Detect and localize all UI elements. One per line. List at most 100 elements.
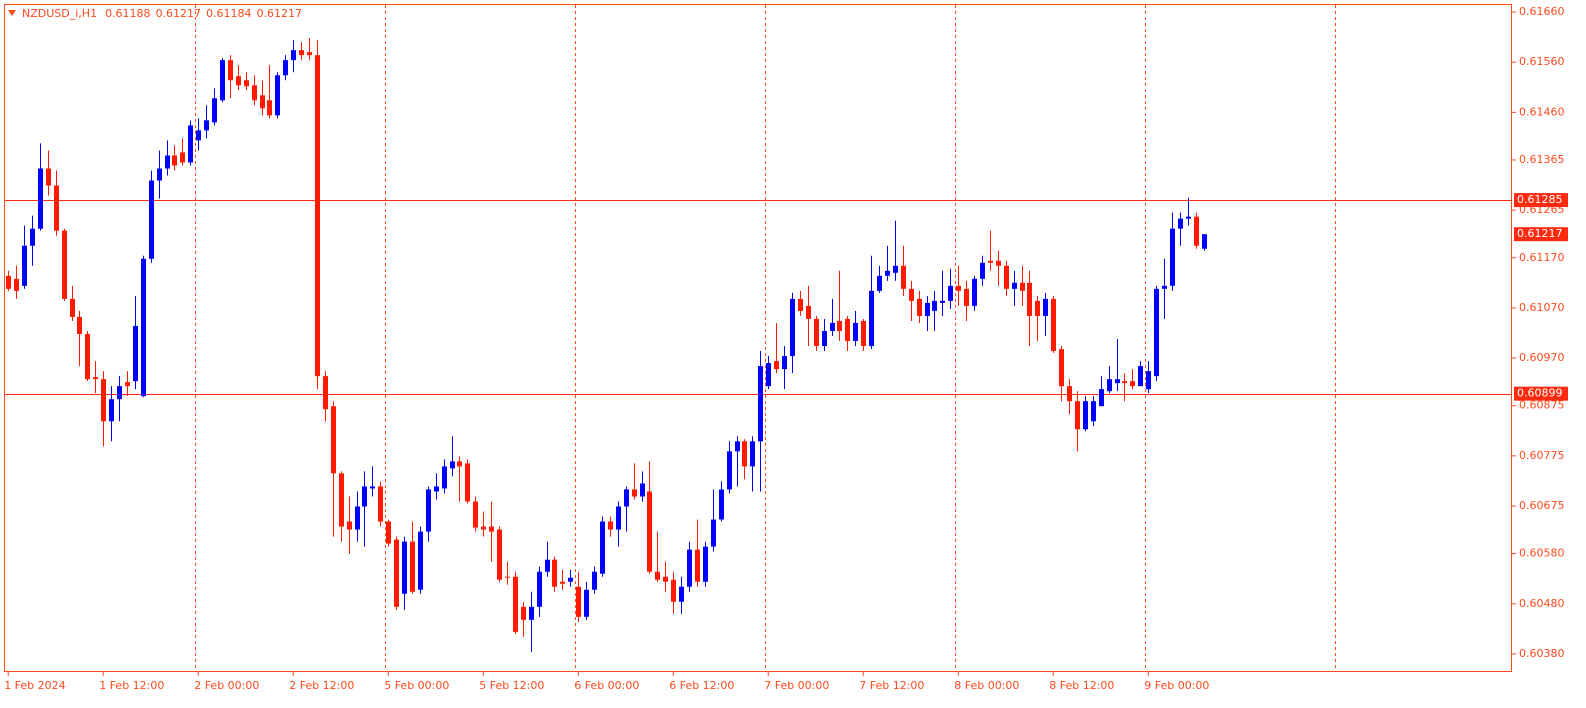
level-label: 0.60899 [1517, 387, 1563, 400]
candle-body [331, 406, 336, 474]
candle-body [758, 366, 763, 442]
candle-body [481, 526, 486, 530]
candle-body [711, 519, 716, 547]
candle-body [93, 377, 98, 380]
candle-body [1099, 389, 1104, 407]
header-high: 0.61217 [156, 7, 202, 20]
candle-body [932, 300, 937, 311]
x-tick-label: 7 Feb 00:00 [764, 679, 829, 692]
candle-body [798, 298, 803, 311]
candle-body [996, 260, 1001, 266]
candle-body [46, 168, 51, 186]
candle-body [742, 441, 747, 467]
y-tick-label: 0.60875 [1519, 399, 1565, 412]
candle-body [54, 185, 59, 231]
price-label-box [1514, 227, 1568, 242]
x-tick-label: 2 Feb 00:00 [194, 679, 259, 692]
candle-body [925, 302, 930, 316]
candle-body [972, 278, 977, 306]
candle-body [1154, 288, 1159, 377]
candle-body [394, 539, 399, 607]
candle-body [1194, 216, 1199, 246]
price-label: 0.61217 [1517, 227, 1563, 240]
candle-body [1091, 401, 1096, 422]
y-tick-label: 0.61560 [1519, 55, 1565, 68]
candle-body [275, 75, 280, 116]
candle-body [14, 278, 19, 291]
candle-body [1115, 379, 1120, 384]
candle-body [917, 298, 922, 316]
candle-body [869, 290, 874, 347]
candle-body [497, 529, 502, 580]
candle-body [299, 50, 304, 56]
level-label-box [1514, 386, 1568, 401]
candle-body [418, 531, 423, 590]
candle-body [228, 60, 233, 81]
candle-body [133, 325, 138, 382]
candle-body [988, 260, 993, 263]
candle-body [473, 501, 478, 528]
candle-body [1083, 401, 1088, 430]
candle-body [616, 506, 621, 530]
candle-body [70, 298, 75, 317]
candle-body [165, 155, 170, 169]
x-tick-label: 1 Feb 12:00 [99, 679, 164, 692]
candle-body [315, 55, 320, 377]
candle-body [837, 320, 842, 331]
candle-body [30, 228, 35, 246]
plot-frame [4, 4, 1512, 672]
candle-body [267, 100, 272, 116]
candle-body [188, 125, 193, 163]
candle-body [362, 486, 367, 507]
candle-body [608, 521, 613, 530]
candle-body [640, 483, 645, 497]
candle-body [529, 606, 534, 620]
candle-body [291, 50, 296, 61]
candle-body [909, 288, 914, 301]
candle-body [1075, 401, 1080, 430]
y-tick-label: 0.60380 [1519, 647, 1565, 660]
candle-body [1051, 298, 1056, 352]
candle-body [948, 285, 953, 301]
candle-body [101, 379, 106, 422]
candle-body [845, 318, 850, 342]
candle-body [1122, 381, 1127, 384]
candle-body [774, 361, 779, 370]
candle-body [402, 541, 407, 594]
y-tick-label: 0.60580 [1519, 547, 1565, 560]
candle-body [1130, 381, 1135, 387]
candle-body [632, 489, 637, 497]
candle-body [750, 441, 755, 467]
header-low: 0.61184 [206, 7, 252, 20]
candle-body [378, 486, 383, 522]
candle-body [450, 461, 455, 469]
candle-body [766, 363, 771, 387]
chart-header: NZDUSD_i,H1 0.61188 0.61217 0.61184 0.61217 [22, 7, 302, 20]
candle-body [647, 491, 652, 572]
candle-body [782, 356, 787, 370]
candle-body [489, 526, 494, 532]
x-tick-label: 9 Feb 00:00 [1144, 679, 1209, 692]
x-tick-label: 8 Feb 12:00 [1049, 679, 1114, 692]
candle-body [1202, 234, 1207, 249]
candle-body [244, 80, 249, 87]
candle-body [830, 322, 835, 331]
candle-body [663, 576, 668, 582]
candle-body [38, 168, 43, 229]
candle-body [877, 275, 882, 291]
candle-body [624, 489, 629, 507]
candle-body [687, 549, 692, 587]
candle-body [1004, 265, 1009, 289]
candle-body [6, 275, 11, 289]
candle-body [695, 549, 700, 582]
candle-body [814, 318, 819, 347]
y-tick-label: 0.61070 [1519, 301, 1565, 314]
header-arrow [8, 10, 16, 16]
x-tick-label: 2 Feb 12:00 [289, 679, 354, 692]
x-tick-label: 8 Feb 00:00 [954, 679, 1019, 692]
candle-body [434, 486, 439, 492]
x-tick-label: 5 Feb 00:00 [384, 679, 449, 692]
candle-body [149, 180, 154, 259]
level-label: 0.61285 [1517, 193, 1563, 206]
x-tick-label: 1 Feb 2024 [4, 679, 65, 692]
